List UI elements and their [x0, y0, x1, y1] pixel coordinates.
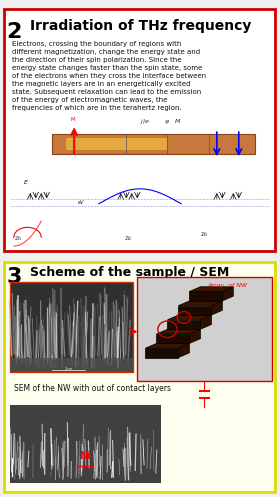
- Text: M: M: [71, 116, 75, 122]
- Text: $j/e$: $j/e$: [141, 117, 151, 126]
- Polygon shape: [189, 287, 233, 291]
- Text: SEM of the NW with out of contact layers: SEM of the NW with out of contact layers: [14, 384, 171, 393]
- Text: $2I_2$: $2I_2$: [123, 234, 132, 243]
- Polygon shape: [167, 320, 200, 330]
- FancyBboxPatch shape: [4, 8, 275, 251]
- Text: Ni: Ni: [79, 451, 91, 461]
- Text: Electrons, crossing the boundary of regions with
different magnetization, change: Electrons, crossing the boundary of regi…: [12, 41, 207, 111]
- Bar: [52, 134, 255, 154]
- Polygon shape: [146, 348, 178, 358]
- FancyBboxPatch shape: [4, 262, 275, 492]
- Polygon shape: [200, 315, 211, 330]
- Text: Irradiation of THz frequency: Irradiation of THz frequency: [30, 18, 252, 33]
- Bar: [10, 405, 160, 483]
- Polygon shape: [178, 301, 222, 306]
- Text: 3: 3: [6, 267, 22, 287]
- Text: $\varphi$   $M$: $\varphi$ $M$: [164, 117, 181, 126]
- Bar: [137, 277, 272, 381]
- Text: Scheme of the sample / SEM: Scheme of the sample / SEM: [30, 265, 230, 278]
- Polygon shape: [189, 291, 222, 301]
- Text: Array  of NW: Array of NW: [208, 283, 248, 288]
- Text: $eV$: $eV$: [77, 198, 85, 206]
- Polygon shape: [146, 343, 189, 348]
- Polygon shape: [157, 329, 200, 334]
- Bar: [10, 282, 133, 372]
- Text: $2I_1$: $2I_1$: [14, 234, 22, 243]
- Text: $2I_3$: $2I_3$: [200, 230, 209, 239]
- Text: 2: 2: [6, 22, 22, 42]
- Polygon shape: [167, 315, 211, 320]
- Polygon shape: [178, 306, 211, 315]
- Polygon shape: [178, 343, 189, 358]
- Text: 1μm: 1μm: [65, 367, 73, 371]
- Polygon shape: [157, 334, 189, 343]
- Polygon shape: [211, 301, 222, 315]
- Text: $E$: $E$: [23, 178, 29, 186]
- Polygon shape: [222, 287, 233, 301]
- Bar: [66, 138, 167, 150]
- Bar: [10, 358, 133, 372]
- Polygon shape: [189, 329, 200, 343]
